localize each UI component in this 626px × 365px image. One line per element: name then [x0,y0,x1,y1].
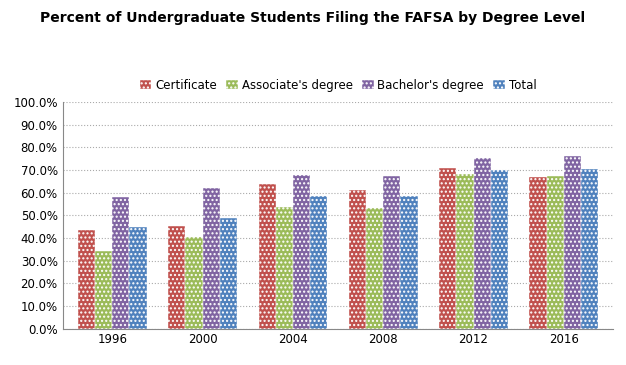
Bar [491,170,508,328]
Bar [293,175,310,328]
Bar [439,168,456,328]
Bar [78,230,95,328]
Bar [473,158,491,328]
Bar [130,227,146,328]
Bar [220,218,237,328]
Text: Percent of Undergraduate Students Filing the FAFSA by Degree Level: Percent of Undergraduate Students Filing… [41,11,585,25]
Bar [564,156,581,328]
Bar [456,174,473,328]
Bar [185,237,203,328]
Bar [275,207,293,328]
Bar [259,184,275,328]
Bar [95,251,112,328]
Legend: Certificate, Associate's degree, Bachelor's degree, Total: Certificate, Associate's degree, Bachelo… [140,79,536,92]
Bar [112,197,130,328]
Bar [546,176,564,328]
Bar [168,226,185,328]
Bar [349,191,366,328]
Bar [203,188,220,328]
Bar [581,169,598,328]
Bar [401,196,418,328]
Bar [310,196,327,328]
Bar [383,176,401,328]
Bar [366,208,383,328]
Bar [530,177,546,328]
